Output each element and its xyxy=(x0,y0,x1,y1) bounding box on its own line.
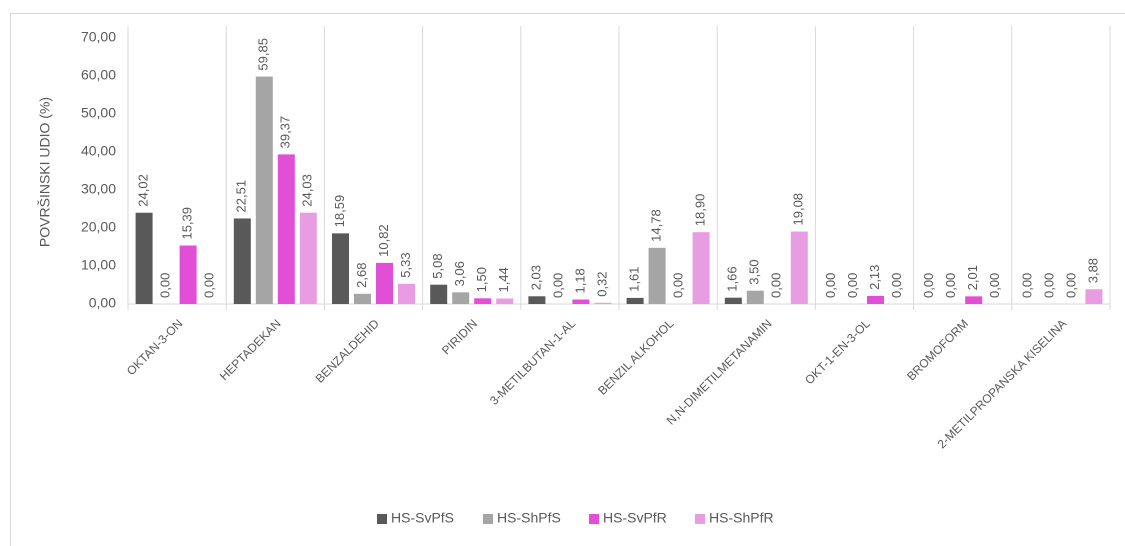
bar xyxy=(648,247,666,304)
value-label: 0,00 xyxy=(1063,273,1078,298)
bar xyxy=(626,297,644,304)
value-label: 2,01 xyxy=(965,265,980,290)
bar xyxy=(692,232,710,304)
bar xyxy=(277,154,295,304)
value-label: 1,50 xyxy=(474,267,489,292)
value-label: 0,00 xyxy=(845,273,860,298)
y-tick-label: 40,00 xyxy=(81,143,116,159)
x-tick-label: OKTAN-3-ON xyxy=(124,316,186,378)
bar xyxy=(528,296,546,304)
value-label: 2,13 xyxy=(867,265,882,290)
x-tick-label: 3-METILBUTAN-1-AL xyxy=(487,316,579,408)
value-label: 0,00 xyxy=(550,273,565,298)
bar xyxy=(299,212,317,304)
value-label: 3,50 xyxy=(747,259,762,284)
legend-swatch xyxy=(589,514,599,524)
value-label: 0,00 xyxy=(158,273,173,298)
y-tick-label: 0,00 xyxy=(89,295,116,311)
x-tick-label: BENZIL ALKOHOL xyxy=(595,316,676,397)
value-label: 0,00 xyxy=(1041,273,1056,298)
bar xyxy=(233,218,251,304)
bar xyxy=(135,212,153,304)
legend-swatch xyxy=(695,514,705,524)
x-tick-label: HEPTADEKAN xyxy=(217,316,284,383)
value-label: 0,00 xyxy=(202,273,217,298)
value-label: 3,88 xyxy=(1085,258,1100,283)
legend-swatch xyxy=(483,514,493,524)
bar xyxy=(354,293,371,304)
value-label: 0,00 xyxy=(987,273,1002,298)
value-label: 1,44 xyxy=(496,267,511,292)
value-label: 5,33 xyxy=(398,252,413,277)
value-label: 0,00 xyxy=(889,273,904,298)
value-label: 0,00 xyxy=(921,273,936,298)
value-label: 19,08 xyxy=(791,193,806,226)
y-tick-label: 10,00 xyxy=(81,257,116,273)
value-label: 1,18 xyxy=(572,268,587,293)
value-label: 1,66 xyxy=(725,266,740,291)
y-tick-label: 20,00 xyxy=(81,219,116,235)
bar xyxy=(452,292,470,304)
x-tick-label: OKT-1-EN-3-OL xyxy=(802,316,873,387)
value-label: 2,03 xyxy=(528,265,543,290)
value-label: 39,37 xyxy=(278,116,293,149)
x-tick-label: BENZALDEHID xyxy=(313,316,383,386)
bar xyxy=(376,262,393,304)
value-label: 15,39 xyxy=(180,207,195,240)
value-label: 0,00 xyxy=(823,273,838,298)
bar xyxy=(398,283,415,304)
bar xyxy=(255,76,273,304)
value-label: 2,68 xyxy=(354,263,369,288)
bar xyxy=(430,284,448,304)
bar xyxy=(496,298,514,304)
y-tick-label: 50,00 xyxy=(81,105,116,121)
value-label: 22,51 xyxy=(234,180,249,213)
legend-label: HS-SvPfR xyxy=(603,510,667,526)
bar xyxy=(965,296,983,304)
legend-label: HS-SvPfS xyxy=(391,510,454,526)
value-label: 18,90 xyxy=(693,194,708,227)
y-tick-label: 60,00 xyxy=(81,67,116,83)
bar xyxy=(594,302,612,304)
value-label: 59,85 xyxy=(256,38,271,71)
value-label: 0,32 xyxy=(594,271,609,296)
chart-border xyxy=(10,13,1125,546)
bar xyxy=(572,299,590,304)
y-tick-label: 70,00 xyxy=(81,29,116,45)
value-label: 10,82 xyxy=(376,224,391,257)
value-label: 5,08 xyxy=(430,253,445,278)
bar xyxy=(790,231,808,304)
x-tick-label: BROMOFORM xyxy=(904,316,971,383)
legend-label: HS-ShPfR xyxy=(709,510,774,526)
legend-swatch xyxy=(377,514,387,524)
value-label: 0,00 xyxy=(943,273,958,298)
bar xyxy=(867,295,884,304)
bar xyxy=(332,233,349,304)
legend-label: HS-ShPfS xyxy=(497,510,561,526)
y-tick-label: 30,00 xyxy=(81,181,116,197)
value-label: 0,00 xyxy=(1019,273,1034,298)
value-label: 0,00 xyxy=(769,273,784,298)
bar xyxy=(474,298,492,304)
bar xyxy=(746,290,764,304)
value-label: 14,78 xyxy=(649,209,664,242)
value-label: 24,03 xyxy=(300,174,315,207)
y-axis-title: POVRŠINSKI UDIO (%) xyxy=(37,97,53,247)
value-label: 3,06 xyxy=(452,261,467,286)
value-label: 1,61 xyxy=(627,267,642,292)
value-label: 18,59 xyxy=(332,195,347,228)
value-label: 24,02 xyxy=(136,174,151,207)
bar xyxy=(724,297,742,304)
bar xyxy=(1085,289,1103,304)
x-tick-label: PIRIDIN xyxy=(439,316,480,357)
x-tick-label: N,N-DIMETILMETANAMIN xyxy=(664,316,775,427)
value-label: 0,00 xyxy=(671,273,686,298)
bar xyxy=(179,245,197,304)
